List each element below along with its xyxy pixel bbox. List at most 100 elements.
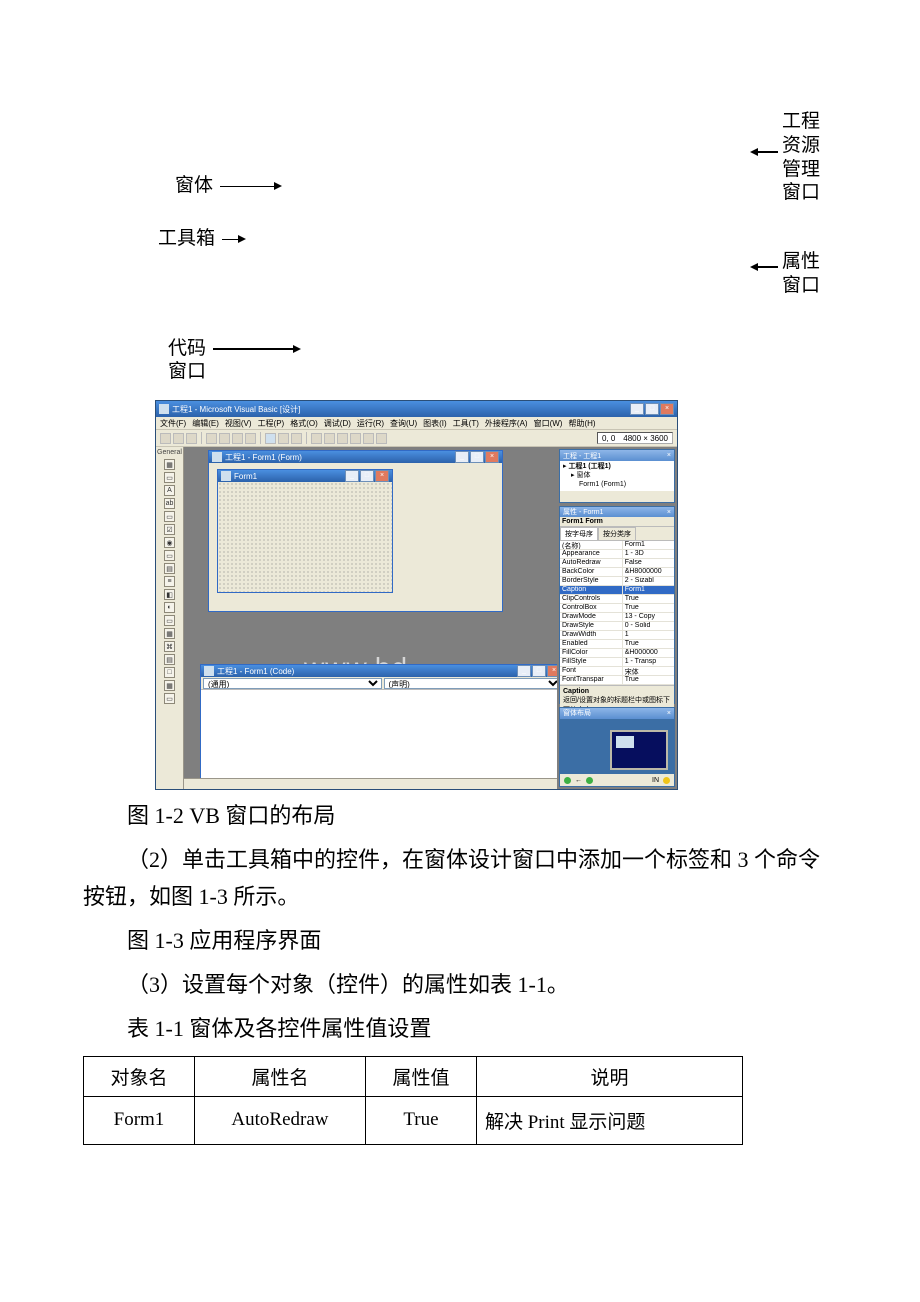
menu-item[interactable]: 帮助(H) <box>568 418 595 429</box>
property-value[interactable]: &H8000000 <box>623 568 674 576</box>
property-row[interactable]: FillStyle1 - Transp <box>560 658 674 667</box>
toolbar-button[interactable] <box>186 433 197 444</box>
form-designer-window[interactable]: 工程1 - Form1 (Form) _ □ × Form1 <box>208 450 503 612</box>
menu-item[interactable]: 调试(D) <box>324 418 351 429</box>
menu-item[interactable]: 工具(T) <box>453 418 479 429</box>
toolbar-button[interactable] <box>311 433 322 444</box>
property-row[interactable]: BorderStyle2 - Sizabl <box>560 577 674 586</box>
property-value[interactable]: True <box>623 604 674 612</box>
property-row[interactable]: DrawMode13 - Copy <box>560 613 674 622</box>
tool-label-icon[interactable]: A <box>164 485 175 496</box>
property-row[interactable]: ClipControlsTrue <box>560 595 674 604</box>
menu-item[interactable]: 图表(I) <box>423 418 447 429</box>
tool-data-icon[interactable]: ▭ <box>164 693 175 704</box>
toolbar-button[interactable] <box>173 433 184 444</box>
property-row[interactable]: BackColor&H8000000 <box>560 568 674 577</box>
close-icon[interactable]: × <box>667 452 671 459</box>
menu-item[interactable]: 视图(V) <box>225 418 252 429</box>
maximize-button[interactable]: □ <box>360 470 374 482</box>
toolbar-run-button[interactable] <box>265 433 276 444</box>
toolbar-button[interactable] <box>232 433 243 444</box>
menu-item[interactable]: 查询(U) <box>390 418 417 429</box>
minimize-button[interactable]: _ <box>345 470 359 482</box>
toolbar-button[interactable] <box>376 433 387 444</box>
tool-textbox-icon[interactable]: ab <box>164 498 175 509</box>
tool-option-icon[interactable]: ◉ <box>164 537 175 548</box>
maximize-button[interactable]: □ <box>470 451 484 463</box>
toolbar-button[interactable] <box>324 433 335 444</box>
menu-item[interactable]: 编辑(E) <box>192 418 219 429</box>
menu-item[interactable]: 外接程序(A) <box>485 418 528 429</box>
property-row[interactable]: Appearance1 - 3D <box>560 550 674 559</box>
tree-item-form1[interactable]: Form1 (Form1) <box>563 481 671 490</box>
property-value[interactable]: Form1 <box>623 541 674 549</box>
tree-root[interactable]: ▸ 工程1 (工程1) <box>563 463 671 472</box>
property-value[interactable]: False <box>623 559 674 567</box>
property-row[interactable]: (名称)Form1 <box>560 541 674 550</box>
property-value[interactable]: 1 <box>623 631 674 639</box>
toolbar-button[interactable] <box>160 433 171 444</box>
maximize-button[interactable]: □ <box>532 665 546 677</box>
minimize-button[interactable]: _ <box>630 403 644 415</box>
tool-pointer-icon[interactable]: ▦ <box>164 459 175 470</box>
menu-item[interactable]: 窗口(W) <box>534 418 563 429</box>
tool-hscroll-icon[interactable]: ≡ <box>164 576 175 587</box>
property-row[interactable]: DrawStyle0 - Solid <box>560 622 674 631</box>
close-button[interactable]: × <box>485 451 499 463</box>
toolbar-button[interactable] <box>337 433 348 444</box>
tool-drive-icon[interactable]: ▭ <box>164 615 175 626</box>
minimize-button[interactable]: _ <box>517 665 531 677</box>
code-area[interactable] <box>201 690 557 776</box>
app-titlebar[interactable]: 工程1 - Microsoft Visual Basic [设计] _ □ × <box>156 401 677 417</box>
menu-item[interactable]: 运行(R) <box>357 418 384 429</box>
mdi-hscrollbar[interactable] <box>184 778 557 789</box>
form1-canvas[interactable]: Form1 _ □ × <box>217 469 393 593</box>
tool-picturebox-icon[interactable]: ▭ <box>164 472 175 483</box>
layout-body[interactable] <box>560 719 674 775</box>
menu-item[interactable]: 格式(O) <box>290 418 318 429</box>
properties-object[interactable]: Form1 Form <box>560 517 674 527</box>
object-dropdown[interactable]: (通用) <box>203 678 382 689</box>
property-value[interactable]: True <box>623 595 674 603</box>
menu-item[interactable]: 文件(F) <box>160 418 186 429</box>
tool-combobox-icon[interactable]: ▭ <box>164 550 175 561</box>
toolbar-button[interactable] <box>350 433 361 444</box>
close-button[interactable]: × <box>547 665 557 677</box>
toolbar-button[interactable] <box>245 433 256 444</box>
property-row[interactable]: DrawWidth1 <box>560 631 674 640</box>
toolbar-button[interactable] <box>219 433 230 444</box>
property-value[interactable]: &H000000 <box>623 649 674 657</box>
code-window[interactable]: 工程1 - Form1 (Code) _ □ × (通用) (声明) <box>200 664 557 779</box>
tree-folder[interactable]: ▸ 窗体 <box>563 472 671 481</box>
prop-tab-alpha[interactable]: 按字母序 <box>560 527 598 540</box>
tool-listbox-icon[interactable]: ▤ <box>164 563 175 574</box>
layout-mini-form[interactable] <box>616 736 634 748</box>
menu-item[interactable]: 工程(P) <box>258 418 285 429</box>
property-value[interactable]: True <box>623 676 674 684</box>
minimize-button[interactable]: _ <box>455 451 469 463</box>
toolbar-stop-button[interactable] <box>291 433 302 444</box>
close-icon[interactable]: × <box>667 509 671 516</box>
toolbar-pause-button[interactable] <box>278 433 289 444</box>
tool-dir-icon[interactable]: ▦ <box>164 628 175 639</box>
property-row[interactable]: AutoRedrawFalse <box>560 559 674 568</box>
close-button[interactable]: × <box>375 470 389 482</box>
property-value[interactable]: 1 - Transp <box>623 658 674 666</box>
toolbar-button[interactable] <box>206 433 217 444</box>
close-button[interactable]: × <box>660 403 674 415</box>
property-row[interactable]: ControlBoxTrue <box>560 604 674 613</box>
property-value[interactable]: 2 - Sizabl <box>623 577 674 585</box>
tool-file-icon[interactable]: ⌘ <box>164 641 175 652</box>
property-row[interactable]: CaptionForm1 <box>560 586 674 595</box>
property-row[interactable]: FillColor&H000000 <box>560 649 674 658</box>
property-row[interactable]: Font宋体 <box>560 667 674 676</box>
property-value[interactable]: 13 - Copy <box>623 613 674 621</box>
tool-checkbox-icon[interactable]: ☑ <box>164 524 175 535</box>
procedure-dropdown[interactable]: (声明) <box>384 678 558 689</box>
tool-image-icon[interactable]: ▦ <box>164 680 175 691</box>
tool-shape-icon[interactable]: ▤ <box>164 654 175 665</box>
tool-line-icon[interactable]: □ <box>164 667 175 678</box>
property-grid[interactable]: (名称)Form1Appearance1 - 3DAutoRedrawFalse… <box>560 541 674 685</box>
property-value[interactable]: 0 - Solid <box>623 622 674 630</box>
property-value[interactable]: True <box>623 640 674 648</box>
